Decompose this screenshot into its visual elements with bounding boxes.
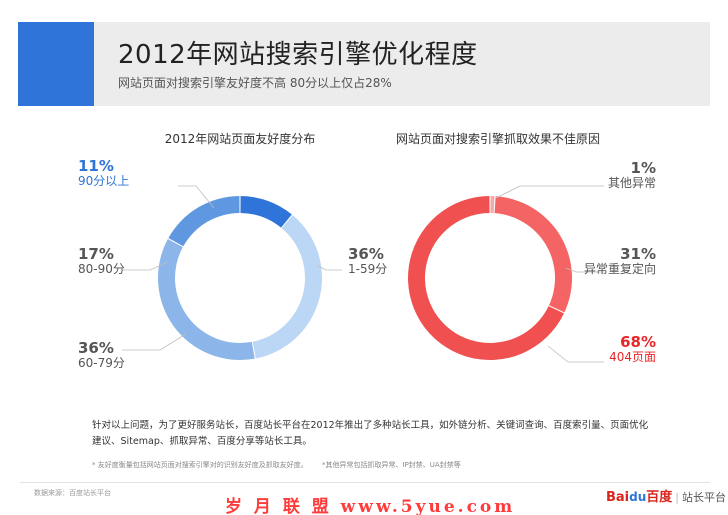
leader-line-3 — [317, 265, 342, 271]
footnote-right: *其他异常包括抓取异常、IP封禁、UA封禁等 — [322, 461, 461, 469]
leader-line-6 — [547, 345, 604, 363]
footer-divider — [20, 482, 710, 483]
brand-separator: | — [675, 491, 680, 504]
page-subtitle: 网站页面对搜索引擎友好度不高 80分以上仅占28% — [118, 76, 392, 90]
donut-friendliness — [157, 196, 323, 360]
name-80-90: 80-90分 — [78, 262, 125, 277]
label-other-errors: 1% 其他异常 — [560, 159, 656, 191]
name-redirect: 异常重复定向 — [583, 262, 656, 277]
chart-title-crawl-issues: 网站页面对搜索引擎抓取效果不佳原因 — [395, 132, 600, 146]
leader-line-2 — [122, 333, 187, 351]
name-404: 404页面 — [609, 350, 656, 365]
header: 2012年网站搜索引擎优化程度 网站页面对搜索引擎友好度不高 80分以上仅占28… — [0, 8, 728, 106]
donut-crawl-issues — [407, 196, 572, 360]
summary-note: 针对以上问题，为了更好服务站长，百度站长平台在2012年推出了多种站长工具，如外… — [92, 420, 649, 447]
brand-bai: Bai — [606, 490, 630, 505]
label-90-plus: 11% 90分以上 — [78, 157, 130, 189]
leader-line-5 — [565, 267, 604, 273]
pct-90-plus: 11% — [78, 157, 114, 175]
header-band — [94, 22, 710, 106]
pct-other-errors: 1% — [630, 159, 656, 177]
friendliness-slice-0 — [240, 196, 292, 228]
name-90-plus: 90分以上 — [78, 174, 130, 189]
name-1-59: 1-59分 — [348, 262, 388, 277]
pct-60-79: 36% — [78, 339, 114, 357]
header-accent-block — [18, 22, 94, 106]
leader-line-0 — [178, 185, 215, 209]
chart-title-friendliness: 2012年网站页面友好度分布 — [164, 132, 316, 146]
brand-platform: 站长平台 — [682, 491, 727, 504]
leader-lines — [122, 185, 604, 363]
baidu-brand-logo: Baidu百度 | 站长平台 — [606, 486, 726, 505]
label-60-79: 36% 60-79分 — [78, 339, 125, 371]
footnote-left: * 友好度衡量包括网站页面对搜索引擎对的识别友好度及抓取友好度。 — [92, 461, 308, 469]
friendliness-slice-3 — [168, 196, 240, 247]
crawl-slice-1 — [494, 196, 572, 313]
friendliness-slice-1 — [252, 215, 323, 359]
pct-redirect: 31% — [620, 245, 656, 263]
brand-baidu: 百度 — [646, 490, 673, 505]
watermark: 岁 月 联 盟 www.5yue.com — [225, 497, 516, 515]
name-other-errors: 其他异常 — [607, 176, 656, 191]
label-80-90: 17% 80-90分 — [78, 245, 125, 277]
friendliness-slice-2 — [157, 238, 255, 360]
data-source: 数据来源：百度站长平台 — [34, 489, 111, 497]
name-60-79: 60-79分 — [78, 356, 125, 371]
crawl-slice-0 — [490, 196, 495, 214]
label-404: 68% 404页面 — [560, 333, 656, 365]
brand-du: du — [629, 490, 647, 504]
pct-404: 68% — [620, 333, 656, 351]
leader-line-4 — [495, 185, 604, 199]
page-title: 2012年网站搜索引擎优化程度 — [118, 40, 478, 70]
pct-80-90: 17% — [78, 245, 114, 263]
pct-1-59: 36% — [348, 245, 384, 263]
label-redirect: 31% 异常重复定向 — [556, 245, 656, 277]
leader-line-1 — [122, 261, 169, 271]
label-1-59: 36% 1-59分 — [348, 245, 388, 277]
